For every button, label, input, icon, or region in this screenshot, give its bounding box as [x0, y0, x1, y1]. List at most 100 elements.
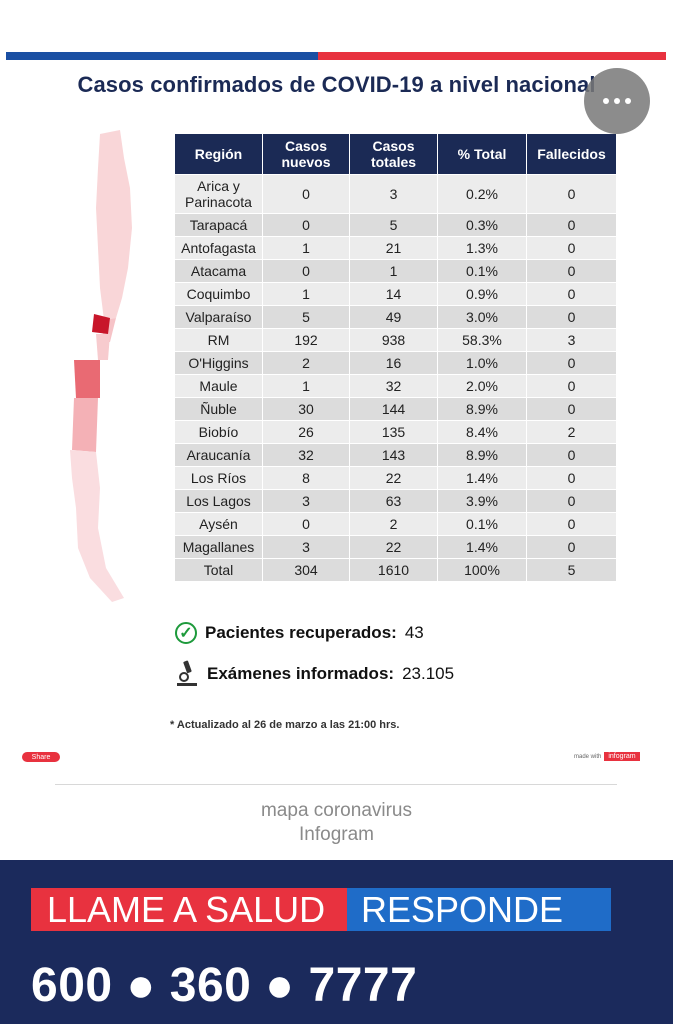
table-row: Tarapacá 0 5 0.3% 0	[175, 213, 616, 236]
table-row: Coquimbo 1 14 0.9% 0	[175, 282, 616, 305]
cell-new-cases: 0	[263, 259, 350, 282]
cell-percent-total: 100%	[438, 558, 527, 581]
cell-deaths: 0	[527, 305, 616, 328]
cell-percent-total: 1.3%	[438, 236, 527, 259]
cell-new-cases: 3	[263, 535, 350, 558]
table-row: Magallanes 3 22 1.4% 0	[175, 535, 616, 558]
exams-label: Exámenes informados:	[207, 664, 395, 683]
cell-region: RM	[175, 328, 263, 351]
microscope-icon	[177, 660, 197, 686]
cell-region: Biobío	[175, 420, 263, 443]
exams-stat: Exámenes informados: 23.105	[175, 660, 454, 688]
table-row: Maule 1 32 2.0% 0	[175, 374, 616, 397]
cell-deaths: 0	[527, 259, 616, 282]
cell-new-cases: 1	[263, 282, 350, 305]
cell-region: Coquimbo	[175, 282, 263, 305]
banner-pill: LLAME A SALUD RESPONDE	[31, 888, 611, 931]
cell-percent-total: 8.9%	[438, 397, 527, 420]
cell-percent-total: 0.3%	[438, 213, 527, 236]
cell-total-cases: 5	[350, 213, 438, 236]
table-row: Arica y Parinacota 0 3 0.2% 0	[175, 174, 616, 213]
infogram-logo: infogram	[604, 752, 640, 761]
col-header-total-cases: Casos totales	[350, 134, 438, 174]
cell-region: Antofagasta	[175, 236, 263, 259]
cell-new-cases: 1	[263, 236, 350, 259]
cell-percent-total: 1.0%	[438, 351, 527, 374]
table-row: Valparaíso 5 49 3.0% 0	[175, 305, 616, 328]
cell-percent-total: 58.3%	[438, 328, 527, 351]
table-row: Los Lagos 3 63 3.9% 0	[175, 489, 616, 512]
cell-region: Atacama	[175, 259, 263, 282]
col-header-percent-total: % Total	[438, 134, 527, 174]
map-ohiggins-maule	[74, 360, 100, 398]
cell-percent-total: 8.9%	[438, 443, 527, 466]
made-with-infogram-link[interactable]: made with infogram	[574, 752, 640, 761]
cell-new-cases: 304	[263, 558, 350, 581]
cell-new-cases: 3	[263, 489, 350, 512]
cell-total-cases: 22	[350, 535, 438, 558]
recovered-label: Pacientes recuperados:	[205, 623, 397, 642]
share-button[interactable]: Share	[22, 752, 60, 762]
table-row: Los Ríos 8 22 1.4% 0	[175, 466, 616, 489]
cell-deaths: 0	[527, 174, 616, 213]
col-header-region: Región	[175, 134, 263, 174]
banner-phone-number[interactable]: 600 ● 360 ● 7777	[31, 959, 418, 1012]
cell-region: Maule	[175, 374, 263, 397]
salud-responde-banner: LLAME A SALUD RESPONDE 600 ● 360 ● 7777	[0, 860, 673, 1024]
cell-total-cases: 2	[350, 512, 438, 535]
cell-new-cases: 2	[263, 351, 350, 374]
cell-percent-total: 3.0%	[438, 305, 527, 328]
map-valparaiso	[92, 314, 110, 334]
more-horizontal-icon	[603, 98, 631, 104]
cell-new-cases: 32	[263, 443, 350, 466]
cell-deaths: 0	[527, 236, 616, 259]
cell-percent-total: 2.0%	[438, 374, 527, 397]
cell-percent-total: 0.1%	[438, 259, 527, 282]
cell-new-cases: 0	[263, 213, 350, 236]
recovered-stat: ✓ Pacientes recuperados: 43	[175, 622, 424, 644]
banner-right-text: RESPONDE	[347, 888, 611, 931]
cell-total-cases: 16	[350, 351, 438, 374]
more-options-button[interactable]	[584, 68, 650, 134]
col-header-deaths: Fallecidos	[527, 134, 616, 174]
cell-percent-total: 0.2%	[438, 174, 527, 213]
cell-percent-total: 1.4%	[438, 466, 527, 489]
cell-total-cases: 135	[350, 420, 438, 443]
top-bar-red	[318, 52, 666, 60]
cell-total-cases: 21	[350, 236, 438, 259]
page-title: Casos confirmados de COVID-19 a nivel na…	[77, 72, 596, 97]
cell-region: Ñuble	[175, 397, 263, 420]
cell-deaths: 0	[527, 535, 616, 558]
table-row: Araucanía 32 143 8.9% 0	[175, 443, 616, 466]
caption-title: mapa coronavirus	[260, 800, 413, 821]
cell-region: Los Ríos	[175, 466, 263, 489]
chile-map	[70, 130, 132, 602]
cell-region: Aysén	[175, 512, 263, 535]
cell-total-cases: 49	[350, 305, 438, 328]
cell-percent-total: 3.9%	[438, 489, 527, 512]
table-row: Biobío 26 135 8.4% 2	[175, 420, 616, 443]
cell-deaths: 5	[527, 558, 616, 581]
cell-percent-total: 8.4%	[438, 420, 527, 443]
cell-total-cases: 32	[350, 374, 438, 397]
table-row: O'Higgins 2 16 1.0% 0	[175, 351, 616, 374]
cell-deaths: 0	[527, 282, 616, 305]
cell-new-cases: 30	[263, 397, 350, 420]
table-row: Atacama 0 1 0.1% 0	[175, 259, 616, 282]
map-south	[70, 450, 124, 602]
cell-total-cases: 144	[350, 397, 438, 420]
exams-value: 23.105	[402, 664, 455, 683]
cell-new-cases: 0	[263, 174, 350, 213]
cell-new-cases: 192	[263, 328, 350, 351]
cell-new-cases: 26	[263, 420, 350, 443]
top-color-bar	[6, 52, 666, 60]
divider	[55, 784, 617, 785]
cell-deaths: 0	[527, 213, 616, 236]
cell-percent-total: 0.9%	[438, 282, 527, 305]
cell-total-cases: 22	[350, 466, 438, 489]
cases-table-container: Región Casos nuevos Casos totales % Tota…	[175, 134, 616, 581]
cell-deaths: 2	[527, 420, 616, 443]
cell-deaths: 0	[527, 443, 616, 466]
cell-region: O'Higgins	[175, 351, 263, 374]
recovered-value: 43	[404, 623, 424, 642]
